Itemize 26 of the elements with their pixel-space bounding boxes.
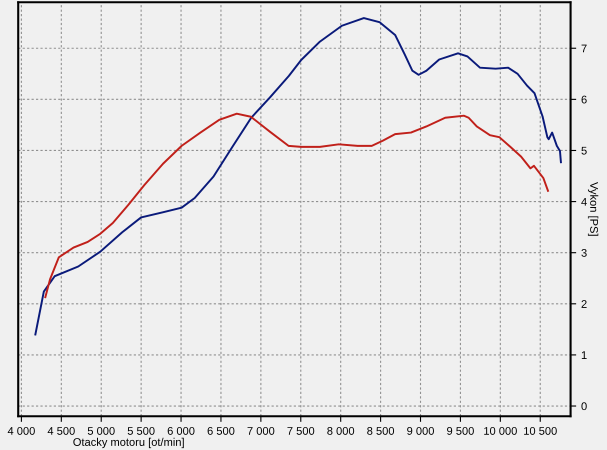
y-tick-label: 0 bbox=[581, 402, 587, 410]
y-tick-label: 1 bbox=[582, 351, 587, 359]
x-tick-label: 9 500 bbox=[447, 426, 474, 435]
x-tick-label: 6 500 bbox=[208, 426, 234, 435]
x-tick-label: 7 000 bbox=[248, 426, 274, 435]
x-tick-label: 7 500 bbox=[287, 426, 314, 435]
x-tick-label: 8 000 bbox=[327, 426, 354, 435]
x-axis-title: Otacky motoru [ot/min] bbox=[73, 438, 184, 448]
x-tick-label: 10 500 bbox=[524, 426, 557, 435]
y-tick-label: 5 bbox=[581, 146, 587, 155]
y-tick-label: 6 bbox=[582, 96, 587, 104]
y-tick-label: 2 bbox=[582, 300, 587, 308]
x-tick-label: 4 000 bbox=[8, 426, 35, 435]
y-tick-label: 7 bbox=[582, 44, 587, 52]
x-tick-label: 8 500 bbox=[367, 426, 394, 435]
x-tick-label: 10 000 bbox=[484, 426, 517, 435]
x-tick-label: 5 500 bbox=[128, 426, 155, 435]
y-tick-label: 3 bbox=[581, 248, 587, 257]
x-tick-label: 4 500 bbox=[48, 426, 75, 435]
y-axis-title: Vykon [PS] bbox=[588, 182, 598, 236]
x-tick-label: 6 000 bbox=[168, 426, 195, 435]
line-series bbox=[34, 17, 562, 336]
x-tick-label: 9 000 bbox=[407, 426, 434, 435]
line-series bbox=[44, 112, 549, 298]
x-tick-label: 5 000 bbox=[88, 426, 115, 435]
y-tick-label: 4 bbox=[581, 198, 587, 206]
